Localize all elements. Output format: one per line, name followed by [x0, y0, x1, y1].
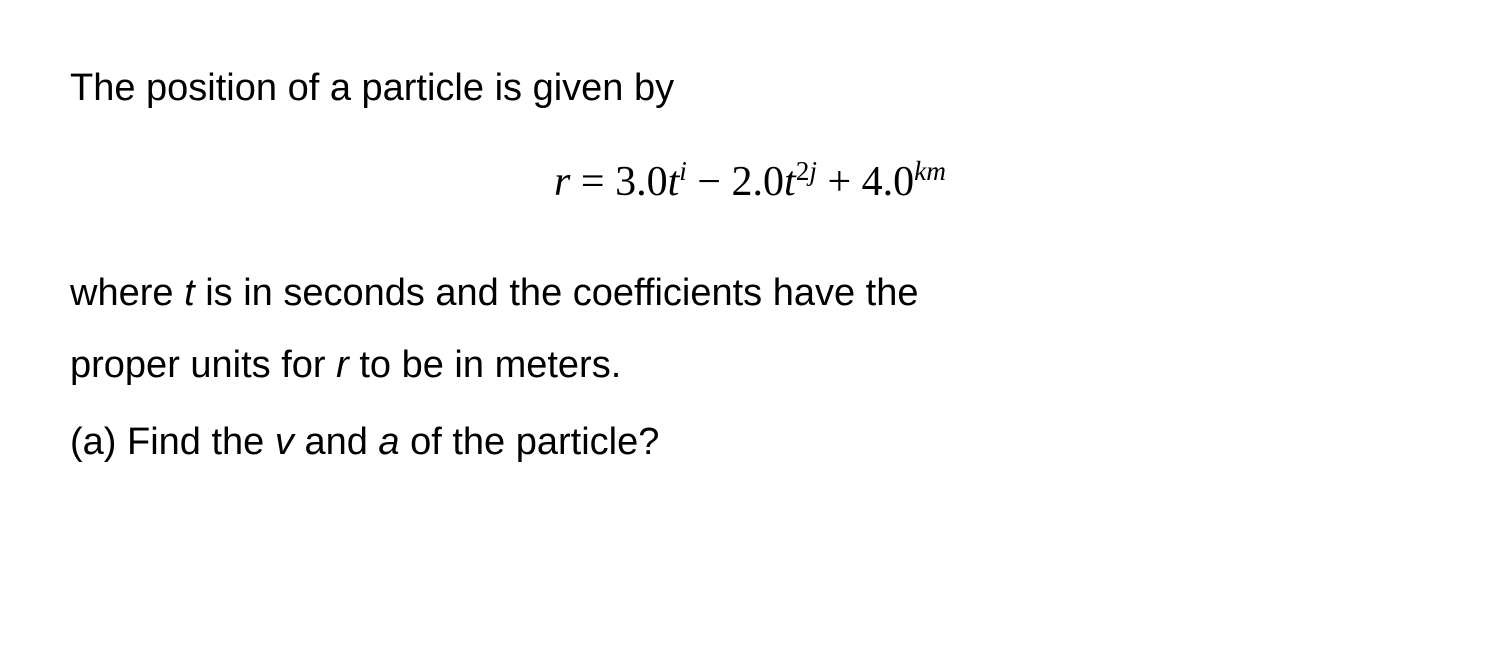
eq-coef1: 3.0 [615, 159, 668, 205]
eq-equals: = [570, 159, 615, 205]
var-v: v [275, 421, 305, 463]
line3-post: is in seconds and the coefficients have … [205, 272, 918, 314]
description-line-1: where t is in seconds and the coefficien… [70, 257, 1430, 329]
line4-post: to be in meters. [359, 344, 621, 386]
var-a: a [378, 421, 410, 463]
line5-post: of the particle? [410, 421, 659, 463]
line5-mid: and [304, 421, 378, 463]
eq-minus: − [687, 159, 732, 205]
eq-t1: t [668, 159, 680, 205]
line3-pre: where [70, 272, 184, 314]
eq-exp-2: 2 [796, 156, 810, 186]
var-r: r [336, 344, 359, 386]
eq-coef3: 4.0 [862, 159, 915, 205]
line5-pre: (a) Find the [70, 421, 275, 463]
eq-plus: + [817, 159, 862, 205]
eq-r: r [554, 159, 570, 205]
position-equation: r = 3.0ti − 2.0t2j + 4.0km [70, 152, 1430, 212]
eq-exp-i: i [679, 156, 687, 186]
var-t: t [184, 272, 205, 314]
question-a: (a) Find the v and a of the particle? [70, 406, 1430, 478]
eq-exp-j: j [809, 156, 817, 186]
eq-exp-km: km [914, 156, 946, 186]
line4-pre: proper units for [70, 344, 336, 386]
description-line-2: proper units for r to be in meters. [70, 329, 1430, 401]
intro-text: The position of a particle is given by [70, 60, 1430, 117]
eq-t2: t [784, 159, 796, 205]
eq-coef2: 2.0 [732, 159, 785, 205]
